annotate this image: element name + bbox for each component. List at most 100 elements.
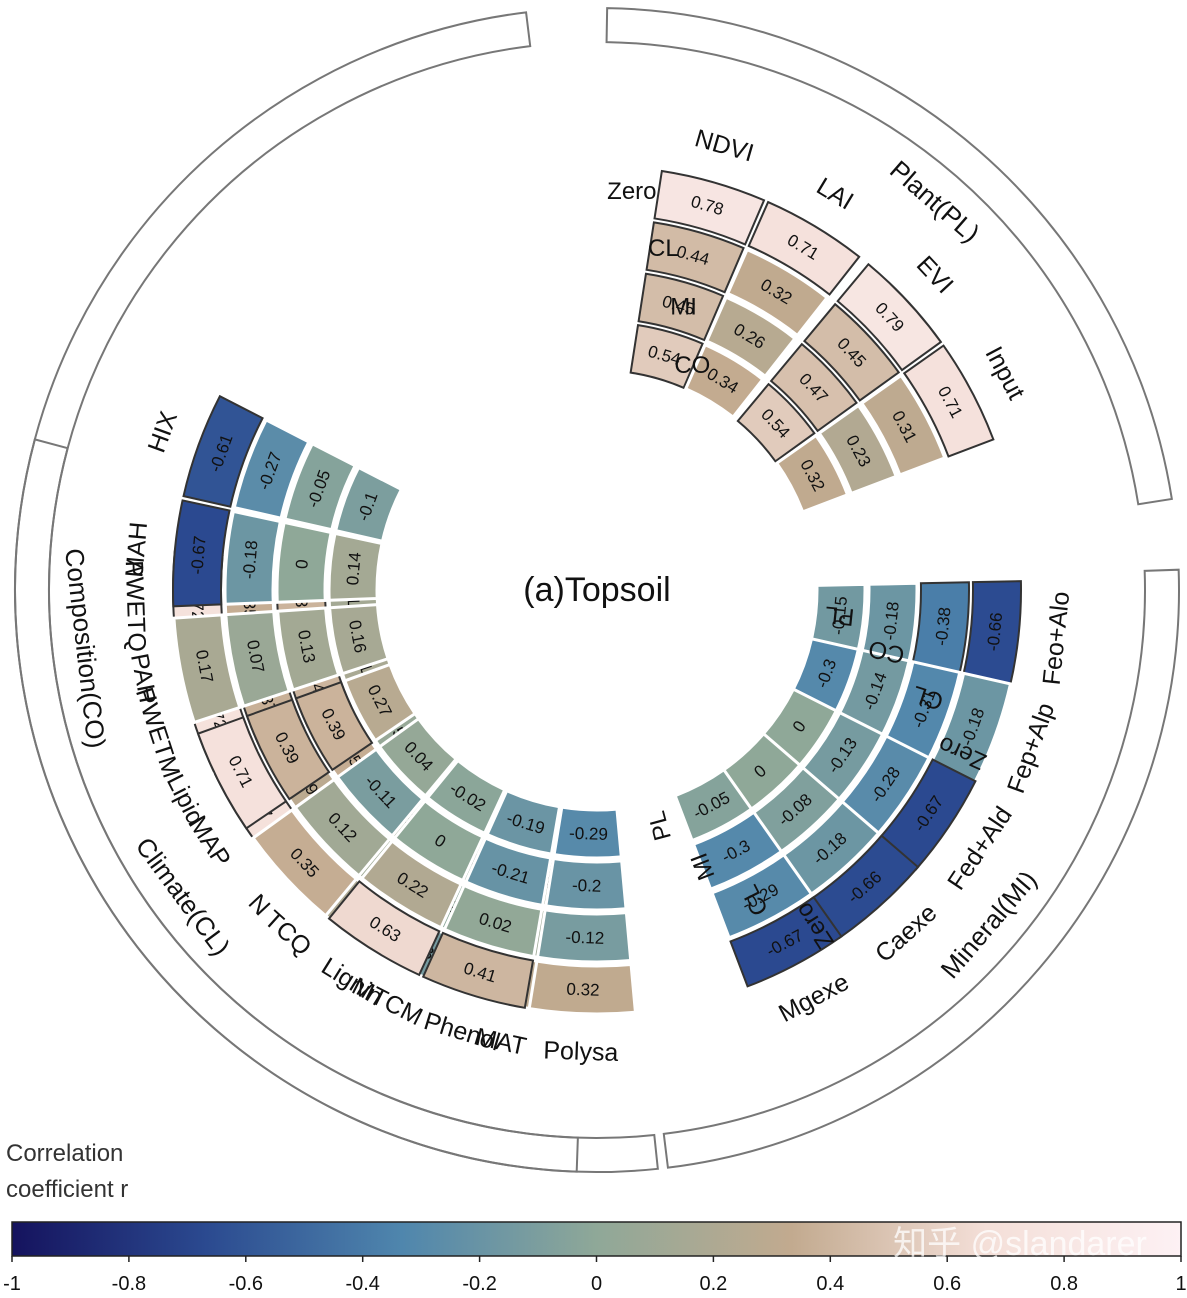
cell-value-label: -0.2: [572, 876, 602, 896]
ring-label: CO: [674, 352, 710, 379]
heatmap-cell: [683, 342, 765, 420]
colorbar: [11, 1221, 1182, 1257]
colorbar-tick-label: 0.4: [816, 1273, 844, 1295]
ring-label: PL: [824, 601, 856, 631]
heatmap-cell: [333, 465, 404, 544]
heatmap-cell: [710, 852, 814, 940]
colorbar-tick-label: 0.2: [699, 1273, 727, 1295]
heatmap-cell: [653, 169, 766, 246]
ring-label: CL: [648, 235, 679, 262]
heatmap-cell: [836, 262, 943, 372]
cell-value-label: -0.12: [565, 928, 604, 948]
heatmap-cell: [729, 895, 843, 988]
colorbar-tick-label: -1: [3, 1273, 21, 1295]
heatmap-cell: [172, 499, 231, 608]
variable-label: Feo+Alo: [1038, 590, 1076, 686]
colorbar-tick-label: 1: [1175, 1273, 1186, 1295]
heatmap-cell: [283, 441, 358, 532]
variable-label: Mgexe: [774, 968, 853, 1028]
variable-label: Phenol: [421, 1007, 504, 1057]
heatmap-cell: [736, 382, 816, 463]
cell-value-label: -0.18: [880, 601, 903, 642]
heatmap-cell: [769, 342, 858, 433]
colorbar-tick-label: -0.4: [345, 1273, 379, 1295]
variable-label: PWETQ: [120, 560, 151, 653]
colorbar-tick-label: 0: [591, 1273, 602, 1295]
heatmap-cell: [251, 807, 359, 918]
variable-label: Lipid: [161, 770, 210, 830]
heatmap-cell: [232, 417, 311, 521]
variable-label: PAH: [125, 651, 162, 705]
heatmap-cell: [377, 716, 459, 799]
cell-value-label: -0.38: [932, 606, 955, 647]
chart-title: (a)Topsoil: [523, 571, 670, 609]
heatmap-cell: [859, 373, 947, 477]
heatmap-cell: [442, 883, 544, 959]
group-label: Plant(PL): [884, 154, 985, 248]
variable-label: HIX: [143, 407, 184, 456]
heatmap-cell: [342, 662, 418, 743]
cell-value-label: -0.66: [983, 612, 1006, 653]
heatmap-cell: [527, 959, 638, 1016]
heatmap-cell: [223, 509, 283, 606]
heatmap-cell: [275, 520, 333, 604]
cell-value-label: 0.14: [343, 551, 365, 586]
heatmap-cell: [645, 221, 745, 294]
ring-label: Zero: [607, 178, 656, 205]
cell-value-label: -0.15: [828, 595, 851, 636]
cell-value-label: -0.29: [569, 824, 608, 844]
variable-label: Lignin: [316, 952, 387, 1011]
heatmap-cell: [276, 606, 341, 692]
heatmap-cell: [485, 788, 562, 856]
watermark: 知乎 @slandarer: [893, 1225, 1147, 1263]
cell-value-label: 0: [292, 559, 312, 570]
heatmap-cell: [327, 531, 384, 602]
heatmap-cell: [802, 302, 901, 402]
colorbar-tick-label: -0.8: [112, 1273, 146, 1295]
variable-label: TCQ: [259, 905, 317, 961]
heatmap-cell: [774, 433, 850, 514]
variable-label: MAH: [120, 521, 153, 579]
variable-label: NDVI: [692, 124, 757, 167]
colorbar-label-line2: coefficient r: [6, 1176, 129, 1203]
heatmap-cell: [335, 747, 426, 838]
heatmap-cell: [327, 879, 441, 977]
colorbar-tick-label: -0.2: [462, 1273, 496, 1295]
heatmap-cell: [421, 931, 535, 1009]
heatmap-cell: [392, 798, 485, 883]
heatmap-cell: [552, 805, 623, 860]
variable-label: Fep+Alp: [1002, 699, 1060, 797]
heatmap-cell: [535, 908, 633, 964]
heatmap-cell: [817, 403, 899, 496]
heatmap-cell: [637, 272, 725, 342]
variable-label: Polysa: [543, 1036, 619, 1067]
colorbar-tick-label: -0.6: [229, 1273, 263, 1295]
group-bracket: [662, 568, 1181, 1169]
colorbar-tick-label: 0.6: [933, 1273, 961, 1295]
heatmap-cell: [327, 602, 390, 676]
heatmap-cell: [747, 200, 861, 296]
variable-label: LAI: [812, 172, 859, 215]
heatmap-cell: [224, 609, 292, 709]
group-bracket: [605, 7, 1173, 506]
variable-label: Caexe: [870, 899, 942, 968]
heatmap-cell: [725, 247, 830, 338]
heatmap-cell: [196, 716, 288, 830]
heatmap-cell: [293, 777, 392, 878]
heatmap-cell: [245, 698, 331, 801]
ring-label: MI: [670, 293, 697, 320]
heatmap-cell: [629, 324, 704, 390]
variable-label: EVI: [911, 251, 959, 300]
group-bracket: [14, 11, 659, 1173]
heatmap-cell: [359, 838, 464, 930]
heatmap-cell: [463, 836, 553, 908]
heatmap-cell: [544, 856, 628, 912]
heatmap-cell: [294, 680, 374, 772]
colorbar-label-line1: Correlation: [6, 1140, 124, 1167]
heatmap-cell: [902, 344, 995, 458]
heatmap-cell: [691, 810, 784, 892]
colorbar-tick-label: 0.8: [1050, 1273, 1078, 1295]
heatmap-cell: [673, 767, 754, 843]
ring-label: PL: [643, 808, 677, 843]
